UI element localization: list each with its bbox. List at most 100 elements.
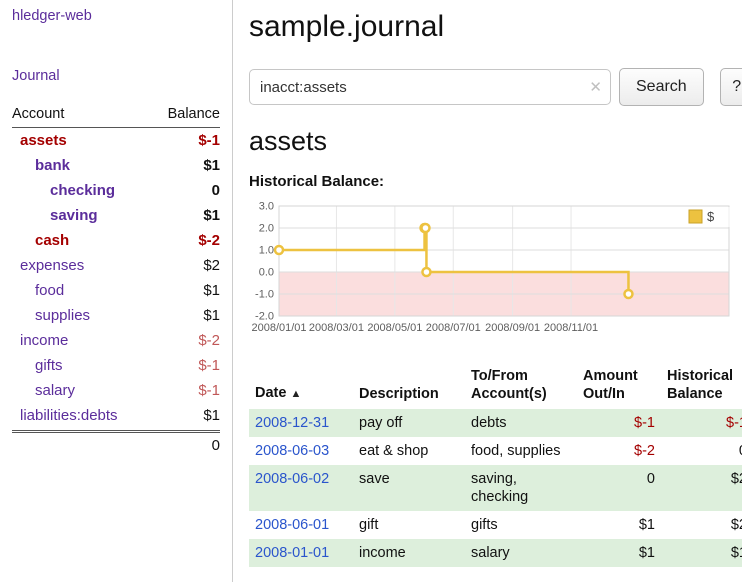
svg-text:2008/11/01: 2008/11/01: [544, 322, 598, 334]
transaction-row: 2008-06-01 gift gifts $1 $2: [249, 511, 742, 539]
amount-cell: $-2: [634, 443, 655, 459]
account-row: income $-2: [12, 328, 220, 353]
main-content: sample.journal ✕ Search ? assets Histori…: [233, 0, 742, 582]
accounts-rows: assets $-1 bank $1 checking 0 saving $1 cash $-2 e…: [12, 128, 220, 428]
svg-text:3.0: 3.0: [259, 201, 274, 213]
account-balance: $-1: [198, 132, 220, 149]
search-input[interactable]: [249, 69, 611, 105]
amount-cell: $1: [638, 517, 655, 533]
account-link[interactable]: cash: [35, 232, 70, 249]
transaction-row: 2008-12-31 pay off debts $-1 $-1: [249, 409, 742, 437]
svg-text:-2.0: -2.0: [255, 311, 274, 323]
amount-cell: $-1: [634, 415, 655, 431]
account-link[interactable]: income: [20, 332, 69, 349]
account-balance: $1: [203, 282, 220, 299]
account-balance: $-1: [198, 357, 220, 374]
account-row: cash $-2: [12, 228, 220, 253]
transactions-header: Date ▲ Description To/From Account(s) Am…: [249, 365, 742, 409]
transactions-body: 2008-12-31 pay off debts $-1 $-1 2008-06-03 ea…: [249, 409, 742, 567]
accounts-table-header: Account Balance: [12, 104, 220, 128]
transaction-date-link[interactable]: 2008-06-02: [255, 471, 330, 487]
account-row: expenses $2: [12, 253, 220, 278]
header-tofrom-accounts: To/From Account(s): [471, 368, 547, 402]
chart-title: Historical Balance:: [249, 173, 385, 190]
account-row: gifts $-1: [12, 353, 220, 378]
accounts-header-balance: Balance: [167, 106, 220, 122]
account-link[interactable]: expenses: [20, 257, 85, 274]
header-description: Description: [359, 386, 439, 402]
historical-balance-chart: 3.0 2.0 1.0 0.0 -1.0 -2.0 2008/01/01 2008/03/01…: [249, 198, 742, 351]
accounts-total-row: 0: [12, 430, 220, 458]
date-cell: 2008-06-02: [249, 465, 353, 511]
balance-cell: $2: [730, 471, 742, 487]
account-link[interactable]: gifts: [35, 357, 63, 374]
svg-text:2.0: 2.0: [259, 223, 274, 235]
account-balance: $1: [203, 407, 220, 424]
account-link[interactable]: liabilities:debts: [20, 407, 118, 424]
balance-cell: 0: [661, 437, 742, 465]
account-row: bank $1: [12, 153, 220, 178]
description-cell: gift: [359, 517, 379, 533]
date-cell: 2008-06-01: [249, 511, 353, 539]
balance-cell: $-1: [726, 415, 742, 431]
search-field-wrapper: ✕: [249, 69, 611, 105]
accounts-table: Account Balance assets $-1 bank $1 checking 0…: [12, 104, 220, 458]
date-cell: 2008-01-01: [249, 539, 353, 567]
svg-text:2008/03/01: 2008/03/01: [309, 322, 364, 334]
help-button[interactable]: ?: [719, 68, 742, 106]
tofrom-accounts-cell: food, supplies: [471, 443, 561, 459]
account-row: liabilities:debts $1: [12, 403, 220, 428]
sidebar-item-journal[interactable]: Journal: [12, 68, 60, 84]
tofrom-accounts-cell: gifts: [471, 517, 498, 533]
transaction-date-link[interactable]: 2008-01-01: [255, 545, 330, 561]
svg-text:2008/01/01: 2008/01/01: [251, 322, 306, 334]
account-row: checking 0: [12, 178, 220, 203]
date-cell: 2008-12-31: [249, 409, 353, 437]
account-link[interactable]: salary: [35, 382, 76, 399]
header-date[interactable]: Date ▲: [249, 365, 353, 409]
account-balance: $-2: [198, 332, 220, 349]
account-balance: 0: [211, 182, 220, 199]
transaction-row: 2008-01-01 income salary $1 $1: [249, 539, 742, 567]
transaction-date-link[interactable]: 2008-06-03: [255, 443, 330, 459]
tofrom-accounts-cell: saving, checking: [471, 471, 529, 505]
svg-text:2008/09/01: 2008/09/01: [485, 322, 540, 334]
tofrom-accounts-cell: debts: [471, 415, 507, 431]
svg-text:2008/05/01: 2008/05/01: [367, 322, 422, 334]
app-title-link[interactable]: hledger-web: [12, 8, 92, 24]
svg-text:$: $: [707, 209, 715, 224]
account-row: saving $1: [12, 203, 220, 228]
account-row: food $1: [12, 278, 220, 303]
account-link[interactable]: supplies: [35, 307, 91, 324]
account-link[interactable]: saving: [50, 207, 98, 224]
account-row: assets $-1: [12, 128, 220, 153]
transactions-table: Date ▲ Description To/From Account(s) Am…: [249, 365, 742, 567]
description-cell: pay off: [359, 415, 403, 431]
accounts-total-value: 0: [211, 437, 220, 454]
amount-cell: $1: [638, 545, 655, 561]
account-link[interactable]: food: [35, 282, 65, 299]
header-date-label: Date: [255, 385, 287, 401]
transaction-row: 2008-06-03 eat & shop food, supplies $-2 0: [249, 437, 742, 465]
account-link[interactable]: checking: [50, 182, 116, 199]
account-link[interactable]: bank: [35, 157, 71, 174]
account-link[interactable]: assets: [20, 132, 67, 149]
search-bar: ✕ Search ?: [249, 68, 742, 106]
svg-text:2008/07/01: 2008/07/01: [426, 322, 481, 334]
svg-text:1.0: 1.0: [259, 245, 274, 257]
sort-ascending-icon: ▲: [290, 388, 302, 400]
clear-search-icon[interactable]: ✕: [589, 79, 602, 96]
transaction-date-link[interactable]: 2008-12-31: [255, 415, 330, 431]
accounts-header-account: Account: [12, 106, 65, 122]
svg-text:-1.0: -1.0: [255, 289, 274, 301]
description-cell: eat & shop: [359, 443, 429, 459]
transaction-row: 2008-06-02 save saving, checking 0 $2: [249, 465, 742, 511]
amount-cell: 0: [646, 471, 655, 487]
transaction-date-link[interactable]: 2008-06-01: [255, 517, 330, 533]
account-balance: $1: [203, 207, 220, 224]
header-historical-balance: Historical Balance: [667, 368, 734, 402]
header-amount: Amount Out/In: [583, 368, 638, 402]
account-balance: $1: [203, 307, 220, 324]
search-button[interactable]: Search: [619, 68, 704, 106]
